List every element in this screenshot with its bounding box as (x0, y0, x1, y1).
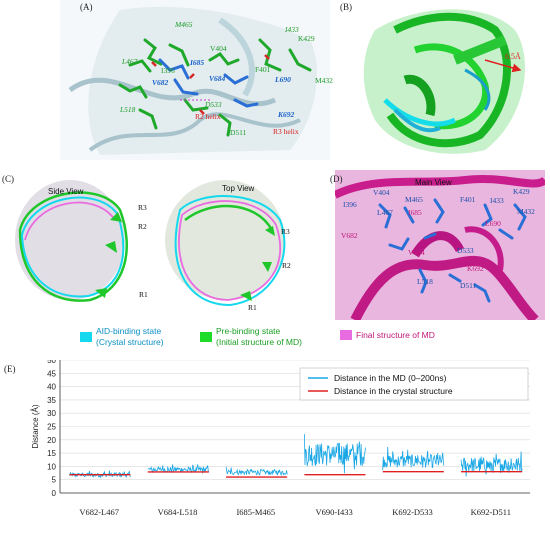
residue-label: L467 (377, 208, 393, 217)
legend-label: Pre-binding state (216, 326, 281, 336)
region-label: R2 (282, 261, 291, 270)
md-trace-k692-d511 (460, 451, 523, 477)
md-trace-v690-i433 (304, 434, 366, 474)
legend-pre-binding: Pre-binding state (Initial structure of … (200, 326, 302, 348)
legend-aid-binding: AID-binding state (Crystal structure) (80, 326, 164, 348)
residue-label: L518 (120, 105, 136, 114)
md-trace-i685-m465 (225, 466, 288, 477)
residue-label: D511 (230, 128, 247, 137)
y-axis-label: Distance (Å) (31, 404, 40, 448)
panel-c-label: (C) (2, 174, 14, 184)
residue-label: M465 (405, 195, 423, 204)
x-category-label: K692-D511 (471, 507, 511, 517)
chart-legend-box (299, 367, 529, 401)
panel-d-structure-image (333, 170, 548, 324)
residue-label: M432 (517, 207, 535, 216)
y-tick-label: 10 (47, 462, 56, 471)
legend-label: (Initial structure of MD) (216, 337, 302, 347)
legend-swatch-magenta (340, 330, 352, 340)
residue-label: I433 (490, 196, 504, 205)
residue-label: V404 (373, 188, 390, 197)
region-label: R3 (138, 203, 147, 212)
x-category-label: V682-L467 (79, 507, 119, 517)
residue-label: M465 (175, 20, 193, 29)
chart-panel-label: (E) (4, 364, 16, 374)
md-trace-v684-l518 (147, 464, 210, 474)
legend-label: AID-binding state (96, 326, 162, 336)
y-tick-label: 5 (52, 476, 57, 485)
residue-label: K692 (278, 110, 295, 119)
y-tick-label: 0 (52, 489, 57, 498)
residue-label: L690 (485, 219, 501, 228)
panel-a: (A) M465 I433 K429 V404 L467 I396 I685 V… (60, 0, 333, 160)
md-trace-k692-d533 (382, 446, 445, 471)
x-category-label: K692-D533 (392, 507, 433, 517)
distance-label: 6.5Å (505, 52, 521, 61)
panel-c-structure-image (15, 180, 286, 307)
residue-label: F401 (255, 65, 271, 74)
side-view-label: Side View (48, 187, 84, 196)
residue-label: I685 (408, 208, 422, 217)
residue-label: V682 (152, 78, 169, 87)
legend-label: Final structure of MD (356, 330, 435, 340)
legend-crystal-label: Distance in the crystal structure (334, 386, 453, 396)
x-category-label: V690-I433 (316, 507, 353, 517)
y-tick-label: 20 (47, 436, 56, 445)
residue-label: F401 (460, 195, 476, 204)
y-tick-label: 45 (47, 369, 56, 378)
residue-label: V682 (341, 231, 358, 240)
legend-md-label: Distance in the MD (0–200ns) (334, 373, 447, 383)
region-label: R1 (139, 290, 148, 299)
residue-label: D533 (205, 100, 222, 109)
region-label: R3 (281, 227, 290, 236)
residue-label: R3 helix (273, 127, 299, 136)
panel-a-label: (A) (80, 2, 93, 12)
residue-label: K429 (513, 187, 530, 196)
residue-label: I396 (161, 66, 175, 75)
md-trace-v682-l467 (69, 470, 131, 479)
residue-label: L467 (122, 57, 138, 66)
top-view-label: Top View (222, 184, 255, 193)
panel-b: (B) 6.5Å (335, 0, 545, 160)
y-tick-label: 25 (47, 423, 56, 432)
residue-label: V684 (209, 74, 226, 83)
y-tick-label: 30 (47, 409, 56, 418)
residue-label: K692 (467, 264, 484, 273)
residue-label: I396 (343, 200, 357, 209)
main-view-label: Main View (415, 178, 452, 187)
panel-d: (D) Main View V404 M465 K429 I396 L467 I… (330, 170, 548, 324)
residue-label: M432 (315, 76, 333, 85)
residue-label: V684 (408, 248, 425, 257)
x-category-label: V684-L518 (158, 507, 198, 517)
residue-label: D511 (460, 281, 477, 290)
region-label: R1 (248, 303, 257, 312)
y-tick-label: 15 (47, 449, 56, 458)
panel-d-label: (D) (330, 174, 343, 184)
panel-a-structure-image (60, 0, 330, 160)
residue-label: L518 (417, 277, 433, 286)
residue-label: I685 (190, 58, 205, 67)
residue-label: L690 (275, 75, 291, 84)
legend-label: (Crystal structure) (96, 337, 164, 347)
legend-swatch-green (200, 332, 212, 342)
panel-b-structure-image (363, 9, 525, 154)
legend-final-md: Final structure of MD (340, 330, 435, 340)
region-label: R2 (138, 222, 147, 231)
x-category-label: I685-M465 (236, 507, 275, 517)
panel-c: (C) Side View Top View R3 R2 R1 R3 R2 R1 (0, 170, 300, 320)
distance-chart: (E) 0 5 10 15 20 25 30 35 40 45 50 Distance (Å) V682-… (4, 360, 530, 517)
residue-label: D533 (457, 246, 474, 255)
panel-b-label: (B) (340, 2, 352, 12)
residue-label: R2 helix (195, 112, 221, 121)
residue-label: I433 (285, 25, 299, 34)
y-tick-label: 40 (47, 383, 56, 392)
legend-swatch-cyan (80, 332, 92, 342)
y-tick-label: 35 (47, 396, 56, 405)
residue-label: K429 (298, 34, 315, 43)
y-tick-label: 50 (47, 360, 56, 365)
residue-label: V404 (210, 44, 227, 53)
